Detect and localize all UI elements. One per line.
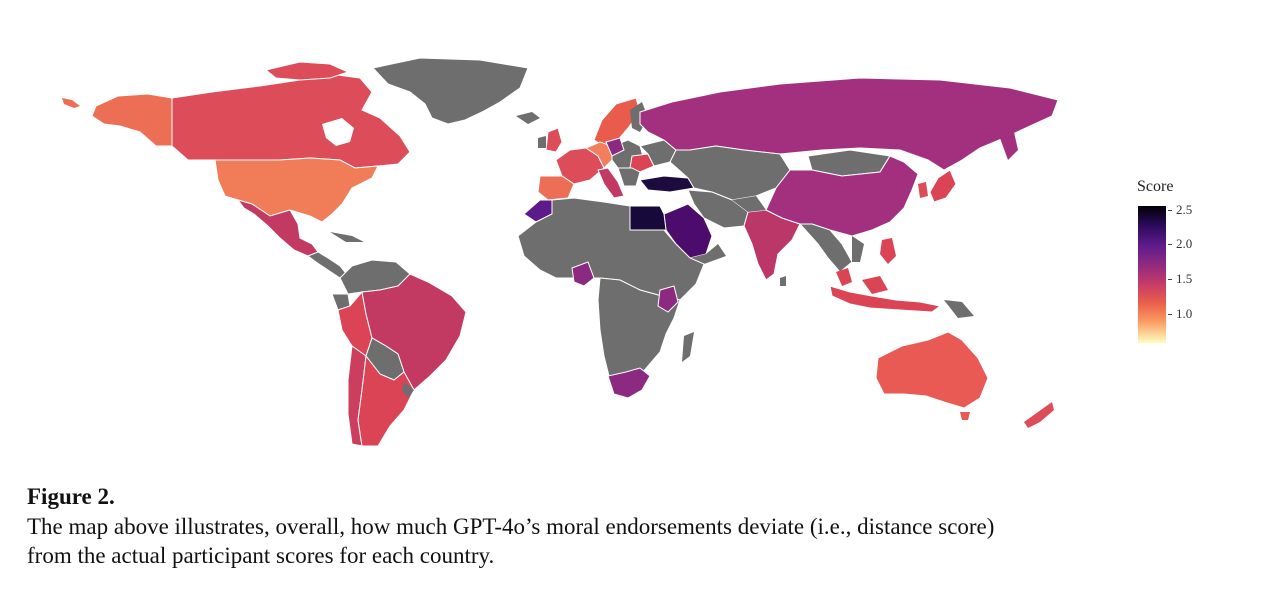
legend-title: Score bbox=[1137, 178, 1174, 195]
hudson-bay bbox=[322, 118, 354, 146]
north-africa bbox=[517, 197, 705, 301]
legend-colorbar bbox=[1138, 206, 1166, 343]
italy bbox=[597, 167, 625, 199]
balkans bbox=[617, 167, 641, 187]
caption-line: The map above illustrates, overall, how … bbox=[27, 514, 995, 539]
argentina bbox=[357, 354, 415, 447]
sri-lanka bbox=[780, 276, 786, 286]
nigeria bbox=[571, 261, 595, 287]
world-map bbox=[62, 57, 1059, 447]
legend-tick-label: 1.5 bbox=[1176, 271, 1193, 286]
poland-region bbox=[605, 137, 625, 157]
korea bbox=[918, 182, 928, 198]
canada bbox=[171, 73, 411, 169]
australia bbox=[875, 331, 989, 409]
yemen-oman bbox=[690, 244, 726, 264]
legend-tick-mark bbox=[1168, 279, 1172, 280]
uk bbox=[545, 127, 563, 153]
japan bbox=[929, 169, 957, 203]
pakistan-afghanistan bbox=[732, 196, 766, 212]
tasmania bbox=[960, 412, 970, 420]
legend-tick-mark bbox=[1168, 244, 1172, 245]
aleutians bbox=[62, 98, 80, 108]
legend-tick-label: 2.0 bbox=[1176, 236, 1193, 251]
figure-caption: Figure 2. The map above illustrates, ove… bbox=[27, 482, 1257, 570]
kenya bbox=[657, 285, 679, 313]
indonesia bbox=[829, 285, 942, 313]
south-africa bbox=[607, 367, 651, 399]
legend-tick-mark bbox=[1168, 210, 1172, 211]
uruguay bbox=[402, 382, 414, 398]
vietnam bbox=[852, 236, 864, 262]
new-guinea bbox=[944, 300, 974, 318]
united-states bbox=[214, 157, 379, 223]
iceland bbox=[516, 112, 540, 124]
caption-line: from the actual participant scores for e… bbox=[27, 543, 495, 568]
borneo bbox=[862, 276, 888, 294]
turkey bbox=[639, 175, 695, 193]
cuba bbox=[330, 232, 364, 242]
ireland bbox=[538, 136, 546, 148]
egypt bbox=[629, 205, 667, 231]
central-asia bbox=[669, 145, 791, 201]
madagascar bbox=[682, 332, 694, 362]
malaysia bbox=[836, 268, 852, 286]
legend: Score 2.5 2.0 1.5 1.0 bbox=[1130, 178, 1210, 348]
kamchatka bbox=[1000, 132, 1018, 160]
iberia bbox=[537, 175, 575, 201]
philippines bbox=[880, 238, 896, 264]
new-zealand bbox=[1024, 402, 1054, 428]
legend-tick-label: 2.5 bbox=[1176, 202, 1193, 217]
romania bbox=[629, 153, 655, 173]
arctic-islands bbox=[264, 61, 350, 81]
figure-title: Figure 2. bbox=[27, 484, 115, 509]
legend-tick-label: 1.0 bbox=[1176, 306, 1193, 321]
central-america bbox=[306, 251, 349, 279]
greenland bbox=[372, 57, 529, 125]
legend-tick-mark bbox=[1168, 314, 1172, 315]
alaska bbox=[91, 93, 173, 147]
